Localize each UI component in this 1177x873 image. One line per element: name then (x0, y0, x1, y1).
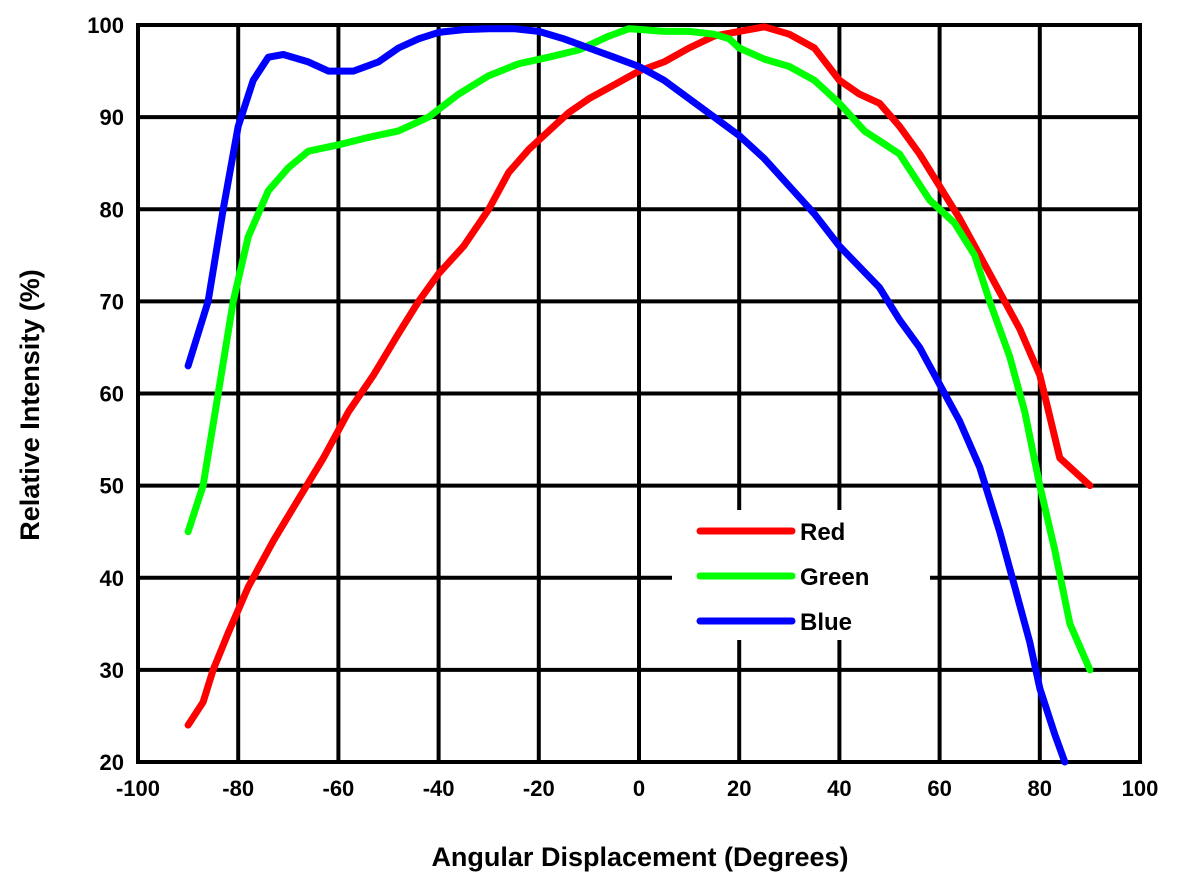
legend-label-red: Red (800, 519, 845, 546)
x-tick-label: -60 (323, 776, 355, 801)
grid (136, 23, 1142, 764)
y-tick-label: 50 (100, 474, 124, 499)
x-tick-label: -80 (222, 776, 254, 801)
legend-label-green: Green (800, 564, 869, 591)
series-line-green (184, 25, 1094, 674)
x-axis-title: Angular Displacement (Degrees) (431, 842, 848, 872)
y-tick-label: 30 (100, 658, 124, 683)
tick-labels: -100 -80 -60 -40 -20 0 20 40 60 80 100 20 30 40 50 60 70… (87, 13, 1158, 801)
y-axis-title: Relative Intensity (%) (15, 269, 45, 541)
y-tick-label: 20 (100, 750, 124, 775)
y-tick-label: 90 (100, 105, 124, 130)
y-tick-label: 70 (100, 289, 124, 314)
x-tick-label: -40 (423, 776, 455, 801)
x-tick-label: 100 (1122, 776, 1159, 801)
legend: Red Green Blue (672, 510, 930, 640)
y-tick-label: 40 (100, 566, 124, 591)
x-tick-label: -20 (523, 776, 555, 801)
series-line-blue (184, 25, 1069, 766)
x-tick-label: 0 (633, 776, 645, 801)
x-tick-label: 20 (727, 776, 751, 801)
x-tick-label: -100 (116, 776, 160, 801)
x-tick-label: 40 (827, 776, 851, 801)
legend-label-blue: Blue (800, 609, 852, 636)
series-line-red (184, 23, 1094, 729)
y-tick-label: 100 (87, 13, 124, 38)
y-tick-label: 80 (100, 197, 124, 222)
series-lines (184, 23, 1094, 766)
y-tick-label: 60 (100, 382, 124, 407)
x-tick-label: 80 (1028, 776, 1052, 801)
x-tick-label: 60 (927, 776, 951, 801)
